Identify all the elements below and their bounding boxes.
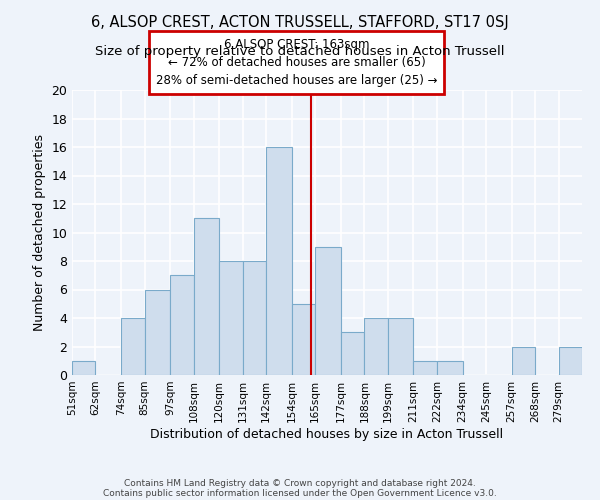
Bar xyxy=(559,346,582,375)
Bar xyxy=(219,261,243,375)
Bar xyxy=(194,218,219,375)
Text: Contains HM Land Registry data © Crown copyright and database right 2024.: Contains HM Land Registry data © Crown c… xyxy=(124,478,476,488)
Bar xyxy=(437,361,463,375)
Bar xyxy=(145,290,170,375)
Bar xyxy=(292,304,315,375)
Bar xyxy=(388,318,413,375)
Text: Size of property relative to detached houses in Acton Trussell: Size of property relative to detached ho… xyxy=(95,45,505,58)
Bar xyxy=(266,147,292,375)
Bar xyxy=(243,261,266,375)
Bar xyxy=(413,361,437,375)
Bar xyxy=(170,275,194,375)
Bar xyxy=(341,332,364,375)
Bar xyxy=(364,318,388,375)
X-axis label: Distribution of detached houses by size in Acton Trussell: Distribution of detached houses by size … xyxy=(151,428,503,440)
Bar xyxy=(121,318,145,375)
Text: 6, ALSOP CREST, ACTON TRUSSELL, STAFFORD, ST17 0SJ: 6, ALSOP CREST, ACTON TRUSSELL, STAFFORD… xyxy=(91,15,509,30)
Text: 6 ALSOP CREST: 163sqm
← 72% of detached houses are smaller (65)
28% of semi-deta: 6 ALSOP CREST: 163sqm ← 72% of detached … xyxy=(155,38,437,87)
Bar xyxy=(72,361,95,375)
Bar xyxy=(315,246,341,375)
Bar xyxy=(512,346,535,375)
Y-axis label: Number of detached properties: Number of detached properties xyxy=(33,134,46,331)
Text: Contains public sector information licensed under the Open Government Licence v3: Contains public sector information licen… xyxy=(103,488,497,498)
